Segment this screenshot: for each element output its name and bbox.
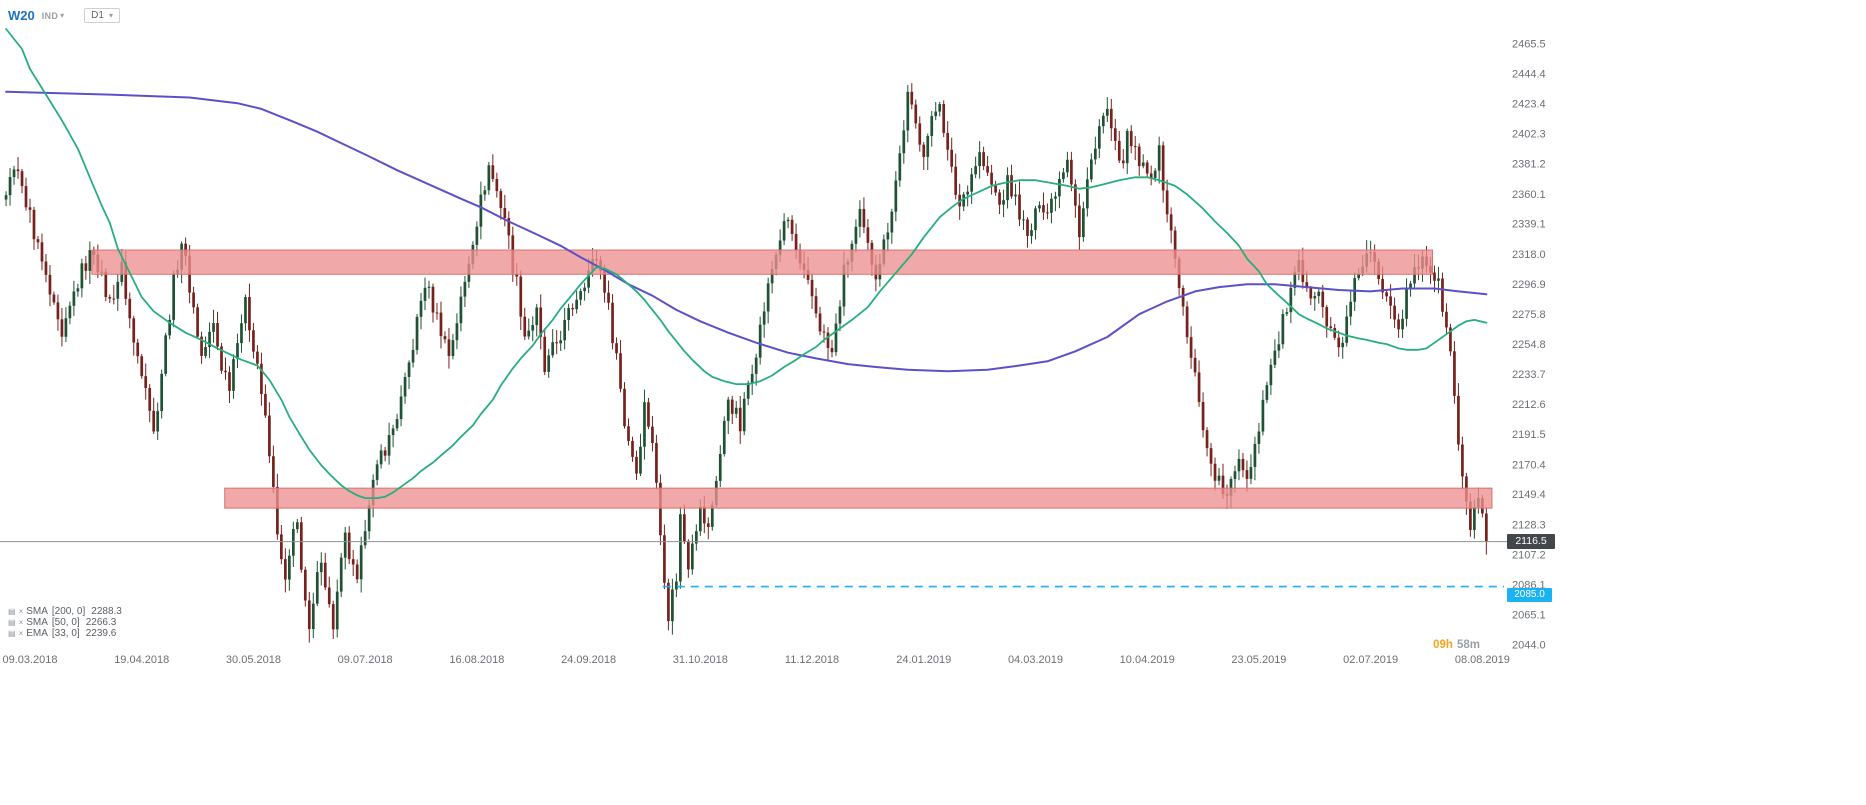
svg-text:2065.1: 2065.1	[1512, 609, 1546, 621]
indicator-name: SMA	[26, 617, 48, 628]
svg-text:2212.6: 2212.6	[1512, 399, 1546, 411]
timer-hours: 09h	[1433, 639, 1453, 651]
svg-text:02.07.2019: 02.07.2019	[1343, 654, 1398, 666]
date-axis-labels[interactable]: 09.03.2018 19.04.2018 30.05.2018 09.07.2018…	[2, 654, 1509, 666]
svg-text:2254.8: 2254.8	[1512, 339, 1546, 351]
indicator-params: [200, 0]	[51, 606, 86, 617]
svg-text:2465.5: 2465.5	[1512, 39, 1546, 51]
candle-countdown-timer: 09h 58m	[1390, 639, 1480, 651]
indicator-params: [33, 0]	[51, 628, 80, 639]
svg-text:09.03.2018: 09.03.2018	[2, 654, 57, 666]
indicator-row-sma200: ▤ × SMA [200, 0] 2288.3	[8, 606, 122, 617]
support-line-price-tag[interactable]: 2085.0	[1507, 587, 1552, 602]
svg-text:23.05.2019: 23.05.2019	[1231, 654, 1286, 666]
timeframe-label: D1	[91, 10, 104, 21]
resistance-zone[interactable]	[91, 249, 1433, 275]
svg-text:31.10.2018: 31.10.2018	[673, 654, 728, 666]
indicator-legend: ▤ × SMA [200, 0] 2288.3 ▤ × SMA [50, 0] …	[8, 606, 122, 639]
svg-text:2128.3: 2128.3	[1512, 519, 1546, 531]
candles-group	[4, 83, 1488, 643]
indicator-name: SMA	[26, 606, 48, 617]
svg-text:2360.1: 2360.1	[1512, 189, 1546, 201]
indicator-value: 2266.3	[85, 617, 117, 628]
svg-text:2318.0: 2318.0	[1512, 249, 1546, 261]
svg-text:24.09.2018: 24.09.2018	[561, 654, 616, 666]
svg-text:08.08.2019: 08.08.2019	[1455, 654, 1510, 666]
indicator-value: 2288.3	[91, 606, 122, 617]
price-axis-labels[interactable]: 2465.5 2444.4 2423.4 2402.3 2381.2 2360.1 2339…	[1512, 39, 1546, 652]
indicator-params: [50, 0]	[51, 617, 80, 628]
ma-line-1[interactable]	[5, 28, 1488, 500]
indicator-remove-icon[interactable]: ×	[18, 618, 24, 627]
indicator-remove-icon[interactable]: ×	[18, 629, 24, 638]
timer-minutes: 58m	[1456, 639, 1480, 651]
svg-text:2275.8: 2275.8	[1512, 309, 1546, 321]
instrument-header: W20 IND ▾ D1 ▾	[8, 8, 120, 23]
price-chart[interactable]: 2465.5 2444.4 2423.4 2402.3 2381.2 2360.1 2339…	[0, 0, 1600, 805]
indicator-settings-icon[interactable]: ▤	[8, 607, 16, 616]
svg-text:24.01.2019: 24.01.2019	[896, 654, 951, 666]
svg-text:2339.1: 2339.1	[1512, 219, 1546, 231]
svg-text:2044.0: 2044.0	[1512, 640, 1546, 652]
current-price-tag: 2116.5	[1507, 534, 1555, 550]
svg-text:16.08.2018: 16.08.2018	[449, 654, 504, 666]
svg-text:09.07.2018: 09.07.2018	[338, 654, 393, 666]
chevron-down-icon[interactable]: ▾	[60, 11, 65, 20]
symbol-label[interactable]: W20	[8, 8, 35, 23]
svg-text:2381.2: 2381.2	[1512, 159, 1546, 171]
svg-text:30.05.2018: 30.05.2018	[226, 654, 281, 666]
svg-text:2170.4: 2170.4	[1512, 459, 1546, 471]
svg-text:19.04.2018: 19.04.2018	[114, 654, 169, 666]
indicator-settings-icon[interactable]: ▤	[8, 629, 16, 638]
svg-text:2191.5: 2191.5	[1512, 429, 1546, 441]
svg-text:2296.9: 2296.9	[1512, 279, 1546, 291]
support-zone[interactable]	[224, 487, 1493, 509]
market-type-label: IND	[41, 10, 59, 21]
indicator-settings-icon[interactable]: ▤	[8, 618, 16, 627]
indicator-remove-icon[interactable]: ×	[18, 607, 24, 616]
indicator-name: EMA	[26, 628, 48, 639]
svg-text:2233.7: 2233.7	[1512, 369, 1546, 381]
svg-text:10.04.2019: 10.04.2019	[1120, 654, 1175, 666]
ma-line-0[interactable]	[5, 90, 1488, 373]
svg-text:2444.4: 2444.4	[1512, 69, 1546, 81]
indicator-row-ema33: ▤ × EMA [33, 0] 2239.6	[8, 628, 122, 639]
chevron-down-icon: ▾	[108, 11, 113, 20]
timeframe-selector[interactable]: D1 ▾	[84, 8, 120, 23]
svg-text:2423.4: 2423.4	[1512, 99, 1546, 111]
svg-text:2149.4: 2149.4	[1512, 489, 1546, 501]
indicator-value: 2239.6	[85, 628, 117, 639]
indicator-row-sma50: ▤ × SMA [50, 0] 2266.3	[8, 617, 122, 628]
svg-text:11.12.2018: 11.12.2018	[785, 654, 839, 666]
svg-text:04.03.2019: 04.03.2019	[1008, 654, 1063, 666]
svg-text:2402.3: 2402.3	[1512, 129, 1546, 141]
svg-text:2107.2: 2107.2	[1512, 549, 1546, 561]
